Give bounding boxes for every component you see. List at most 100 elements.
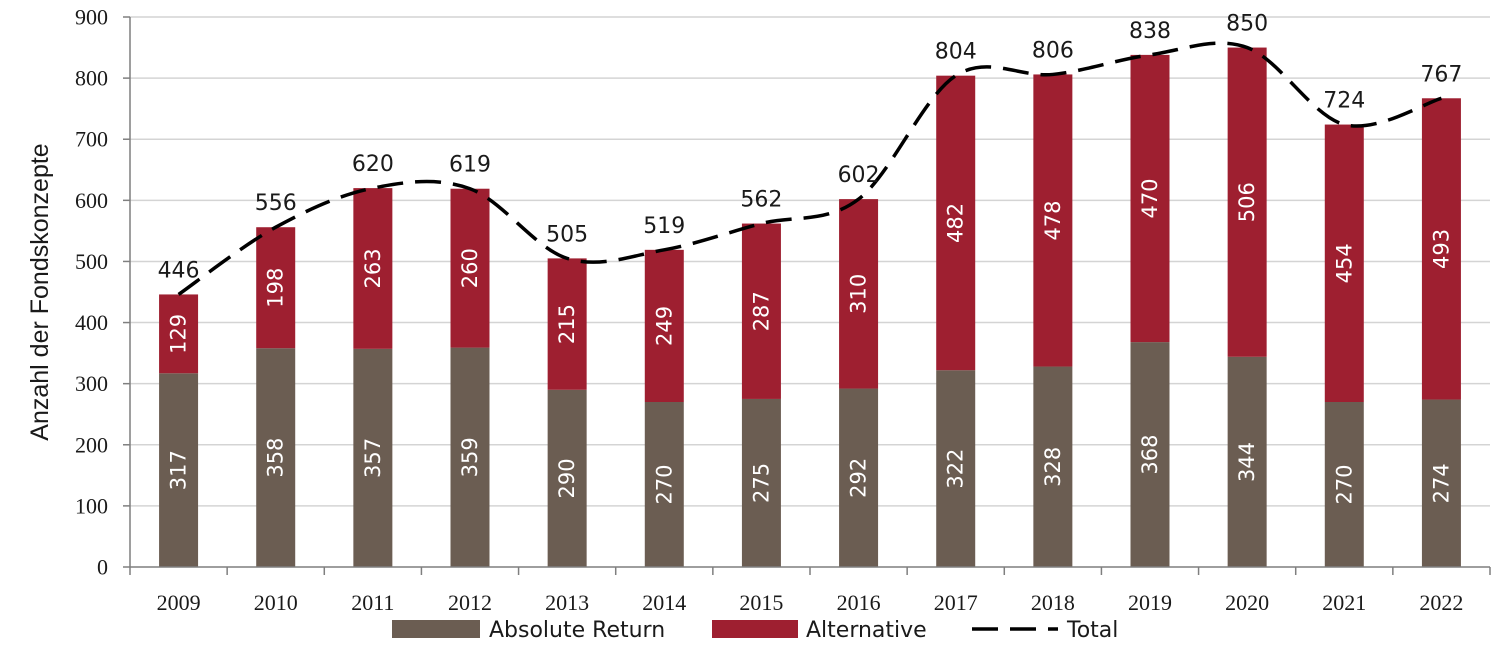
data-label-absolute-return: 344 xyxy=(1235,442,1259,482)
data-label-absolute-return: 292 xyxy=(847,458,871,498)
x-tick-label: 2015 xyxy=(739,590,783,615)
data-label-total: 838 xyxy=(1129,19,1171,44)
x-tick-label: 2013 xyxy=(545,590,589,615)
data-label-alternative: 482 xyxy=(944,203,968,243)
bar-absolute-return xyxy=(1227,356,1267,567)
y-tick-label: 600 xyxy=(75,188,108,213)
data-label-total: 556 xyxy=(255,191,297,216)
data-label-alternative: 470 xyxy=(1138,178,1162,218)
bar-alternative xyxy=(644,249,684,402)
bar-alternative xyxy=(1421,98,1461,400)
data-label-alternative: 263 xyxy=(361,248,385,288)
data-label-alternative: 493 xyxy=(1429,229,1453,269)
total-labels: 446 556 620 619 505 519 562 602 804 806 838 850 724 7… xyxy=(158,12,1463,284)
data-label-total: 619 xyxy=(449,153,491,178)
data-label-absolute-return: 274 xyxy=(1429,463,1453,503)
x-tick-label: 2017 xyxy=(934,590,978,615)
bar-alternative xyxy=(450,188,490,348)
data-label-alternative: 506 xyxy=(1235,182,1259,222)
data-label-total: 767 xyxy=(1420,62,1462,87)
data-label-alternative: 287 xyxy=(749,291,773,331)
data-label-alternative: 129 xyxy=(167,314,191,354)
x-tick-label: 2012 xyxy=(448,590,492,615)
data-label-total: 850 xyxy=(1226,12,1268,37)
x-tick-label: 2009 xyxy=(157,590,201,615)
bar-absolute-return xyxy=(741,398,781,567)
data-label-alternative: 310 xyxy=(847,274,871,314)
y-tick-label: 900 xyxy=(75,5,108,30)
bar-alternative xyxy=(1130,54,1170,343)
data-label-absolute-return: 328 xyxy=(1041,447,1065,487)
x-tick-label: 2022 xyxy=(1419,590,1463,615)
x-tick-label: 2021 xyxy=(1322,590,1366,615)
data-label-absolute-return: 357 xyxy=(361,438,385,478)
legend-swatch-alternative xyxy=(712,620,798,638)
y-tick-label: 700 xyxy=(75,127,108,152)
bar-absolute-return xyxy=(1130,342,1170,567)
gridlines xyxy=(130,16,1490,507)
x-tick-label: 2016 xyxy=(837,590,881,615)
y-tick-label: 300 xyxy=(75,371,108,396)
bar-absolute-return xyxy=(159,373,199,567)
bar-alternative xyxy=(839,199,879,389)
bar-absolute-return xyxy=(547,389,587,567)
data-label-total: 804 xyxy=(935,40,977,65)
y-tick-label: 200 xyxy=(75,432,108,457)
data-label-absolute-return: 317 xyxy=(167,450,191,490)
legend-label-absolute-return: Absolute Return xyxy=(489,618,665,643)
x-tick-label: 2019 xyxy=(1128,590,1172,615)
y-tick-label: 800 xyxy=(75,66,108,91)
bar-alternative xyxy=(159,294,199,374)
bar-absolute-return xyxy=(936,370,976,567)
data-label-total: 562 xyxy=(740,188,782,213)
bar-absolute-return xyxy=(644,402,684,567)
bar-absolute-return xyxy=(450,347,490,567)
data-label-alternative: 260 xyxy=(458,248,482,288)
data-label-total: 806 xyxy=(1032,38,1074,63)
y-tick-label: 500 xyxy=(75,249,108,274)
data-label-total: 505 xyxy=(546,222,588,247)
data-label-alternative: 478 xyxy=(1041,200,1065,240)
y-tick-label: 0 xyxy=(97,555,108,580)
bar-absolute-return xyxy=(1324,402,1364,567)
data-label-total: 602 xyxy=(838,163,880,188)
data-label-total: 446 xyxy=(158,258,200,283)
data-label-alternative: 249 xyxy=(652,306,676,346)
legend-swatch-absolute-return xyxy=(392,620,480,638)
data-label-total: 620 xyxy=(352,152,394,177)
bars: 317 129 358 198 357 263 359 260 290 215 270 249 275 2… xyxy=(159,47,1461,567)
data-label-absolute-return: 270 xyxy=(1332,464,1356,504)
data-label-alternative: 215 xyxy=(555,304,579,344)
data-label-total: 724 xyxy=(1323,89,1365,114)
x-tick-label: 2018 xyxy=(1031,590,1075,615)
bar-alternative xyxy=(936,75,976,371)
data-label-absolute-return: 368 xyxy=(1138,435,1162,475)
bar-absolute-return xyxy=(353,348,393,567)
bar-alternative xyxy=(1033,74,1073,367)
data-label-absolute-return: 270 xyxy=(652,464,676,504)
data-label-total: 519 xyxy=(643,214,685,239)
bar-absolute-return xyxy=(839,388,879,567)
y-tick-labels: 0 100 200 300 400 500 600 700 800 900 xyxy=(75,5,108,580)
y-axis-title: Anzahl der Fondskonzepte xyxy=(26,143,54,440)
data-label-absolute-return: 358 xyxy=(264,438,288,478)
bar-alternative xyxy=(1227,47,1267,357)
x-tick-labels: 2009 2010 2011 2012 2013 2014 2015 2016 2017 2018… xyxy=(157,590,1464,615)
x-tick-label: 2011 xyxy=(351,590,394,615)
bar-absolute-return xyxy=(256,348,296,567)
bar-absolute-return xyxy=(1421,399,1461,567)
legend: Absolute Return Alternative Total xyxy=(392,618,1118,643)
bar-absolute-return xyxy=(1033,366,1073,567)
legend-label-total: Total xyxy=(1066,618,1118,643)
x-tick-label: 2010 xyxy=(254,590,298,615)
total-line xyxy=(177,41,1442,296)
data-label-alternative: 198 xyxy=(264,268,288,308)
y-tick-label: 400 xyxy=(75,310,108,335)
axes xyxy=(123,16,1491,575)
legend-label-alternative: Alternative xyxy=(806,618,927,643)
data-label-absolute-return: 290 xyxy=(555,458,579,498)
x-tick-label: 2014 xyxy=(642,590,686,615)
bar-alternative xyxy=(256,227,296,349)
bar-alternative xyxy=(1324,124,1364,403)
